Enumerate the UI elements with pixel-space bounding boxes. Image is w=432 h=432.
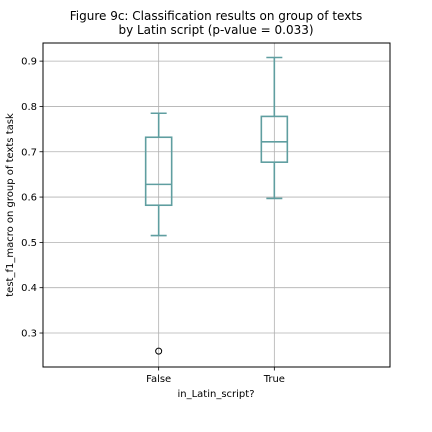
x-axis-ticks: False True xyxy=(146,367,285,385)
x-axis-label: in_Latin_script? xyxy=(177,389,254,400)
iqr-box xyxy=(260,115,289,163)
y-axis-label: test_f1_macro on group of texts task xyxy=(5,113,16,297)
y-tick-label: 0.8 xyxy=(21,102,37,113)
y-axis-ticks: 0.3 0.4 0.5 0.6 0.7 0.8 0.9 xyxy=(21,57,43,340)
y-tick-label: 0.5 xyxy=(21,238,37,249)
y-tick-label: 0.6 xyxy=(21,193,37,204)
grid-lines xyxy=(43,43,390,367)
x-tick-label: False xyxy=(146,374,171,385)
plot-frame xyxy=(42,42,391,368)
box-false xyxy=(144,112,173,355)
iqr-box xyxy=(144,136,173,207)
y-tick-label: 0.7 xyxy=(21,147,37,158)
y-tick-label: 0.9 xyxy=(21,57,37,68)
outlier-point xyxy=(155,347,163,355)
chart-title-line1: Figure 9c: Classification results on gro… xyxy=(70,9,363,23)
boxes-group xyxy=(144,56,289,355)
chart-title-line2: by Latin script (p-value = 0.033) xyxy=(118,23,313,37)
box-true xyxy=(260,56,289,200)
y-tick-label: 0.4 xyxy=(21,283,37,294)
x-tick-label: True xyxy=(263,374,285,385)
y-tick-label: 0.3 xyxy=(21,329,37,340)
